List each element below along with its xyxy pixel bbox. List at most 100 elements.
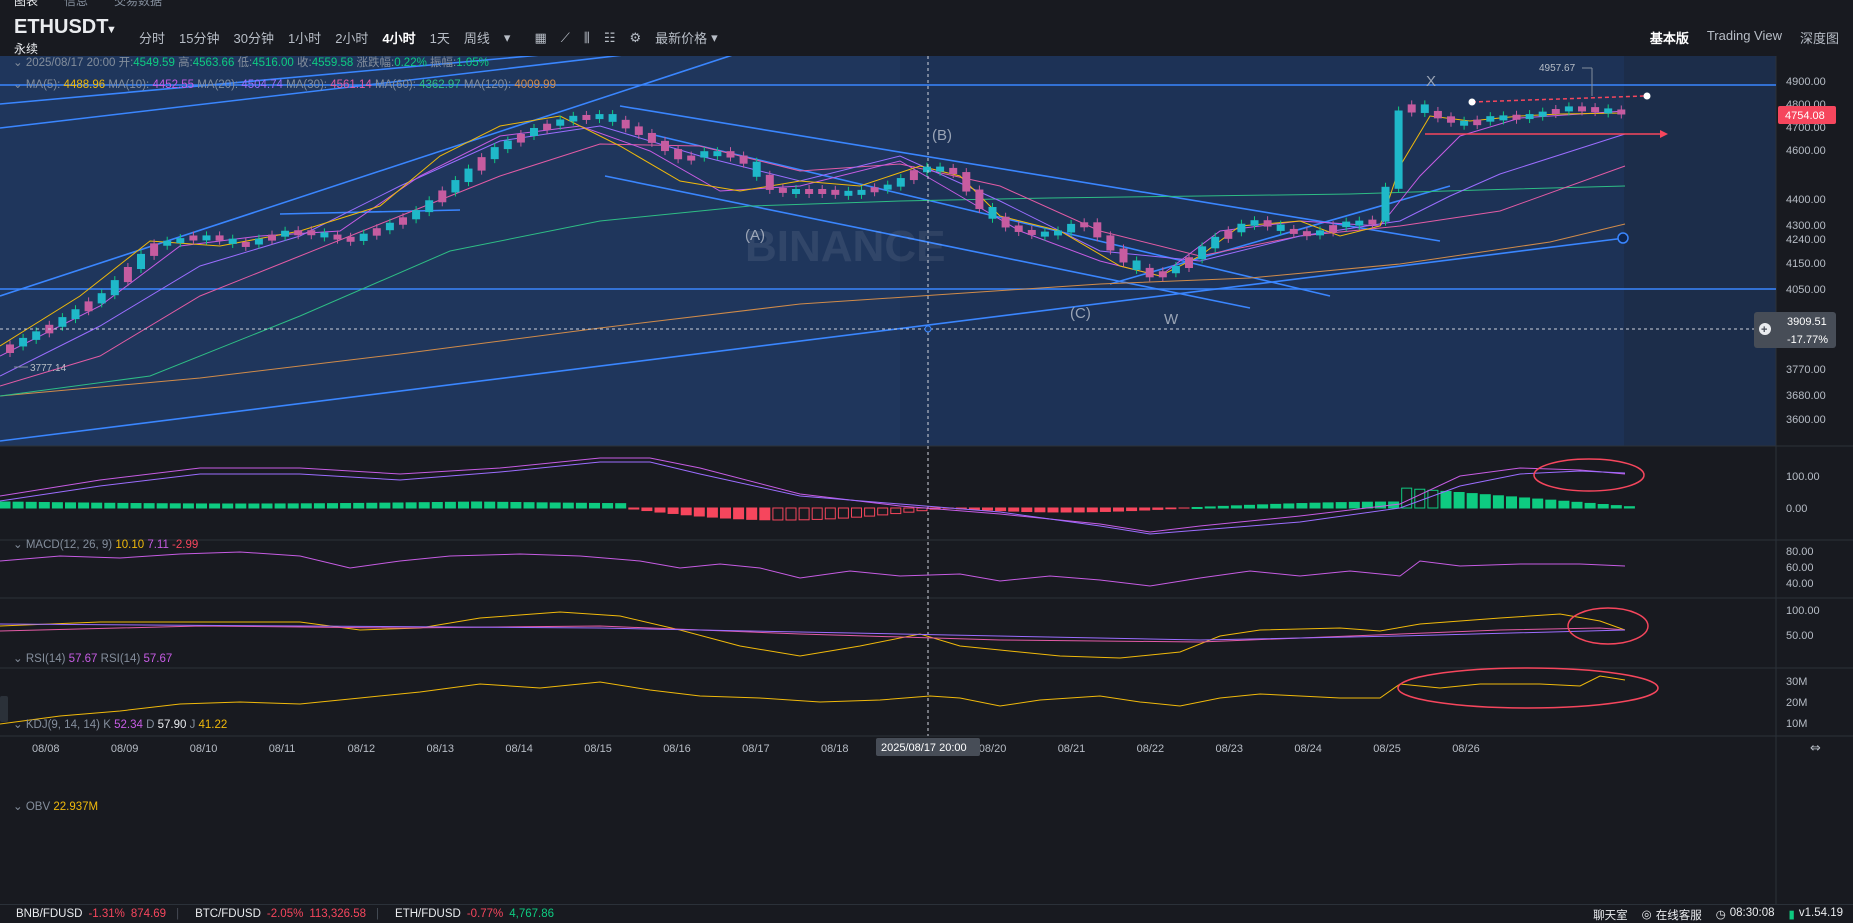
obv-axis-tick: 10M xyxy=(1786,718,1807,730)
calendar-icon[interactable]: ▦ xyxy=(534,30,546,46)
candle-body xyxy=(1002,217,1010,228)
candle-body xyxy=(962,172,970,191)
date-tick: 08/25 xyxy=(1373,743,1401,755)
ticker-price: 4,767.86 xyxy=(509,908,554,920)
trendline-handle[interactable] xyxy=(1618,233,1628,243)
macd-bar xyxy=(1310,503,1320,508)
tab-chart[interactable]: 图表 xyxy=(14,0,38,8)
macd-bar xyxy=(1061,508,1071,512)
macd-bar xyxy=(852,508,862,517)
macd-bar xyxy=(773,508,783,520)
interval-1w[interactable]: 周线 xyxy=(464,28,490,47)
crosshair-price: 3909.51 xyxy=(1787,316,1827,328)
fit-screen-icon[interactable]: ⇔ xyxy=(1810,741,1821,756)
support-icon[interactable]: ◎ xyxy=(1642,907,1652,923)
ma5-label: MA(5): xyxy=(26,79,61,91)
price-type-caret-icon[interactable]: ▾ xyxy=(711,30,718,46)
price-type-select[interactable]: 最新价格 xyxy=(655,28,707,47)
candle-body xyxy=(543,124,551,130)
candle-body xyxy=(1316,230,1324,235)
view-depth[interactable]: 深度图 xyxy=(1800,28,1839,47)
kdj-label: KDJ(9, 14, 14) xyxy=(26,719,100,731)
settings-gear-icon[interactable]: ⚙ xyxy=(629,30,641,46)
macd-bar xyxy=(1271,504,1281,508)
drawing-tools-icon[interactable]: ⟋ xyxy=(561,30,570,46)
more-intervals-caret-icon[interactable]: ▾ xyxy=(504,30,511,46)
macd-bar xyxy=(249,504,259,508)
candle-body xyxy=(6,344,14,353)
tab-info[interactable]: 信息 xyxy=(64,0,88,8)
collapse-caret-icon[interactable]: ⌄ xyxy=(13,653,23,665)
indicators-icon[interactable]: ☷ xyxy=(604,30,616,46)
macd-bar xyxy=(393,503,403,508)
candle-body xyxy=(438,190,446,202)
line-handle-right[interactable] xyxy=(1644,93,1651,100)
candle-body xyxy=(320,232,328,237)
macd-bar xyxy=(1009,508,1019,511)
macd-bar xyxy=(1480,495,1490,508)
collapse-caret-icon[interactable]: ⌄ xyxy=(13,719,23,731)
collapse-caret-icon[interactable]: ⌄ xyxy=(13,57,23,69)
macd-bar xyxy=(550,503,560,508)
macd-legend: ⌄ MACD(12, 26, 9) 10.10 7.11 -2.99 xyxy=(13,537,198,551)
ticker-eth[interactable]: ETH/FDUSD -0.77% 4,767.86 xyxy=(395,908,554,920)
tab-trading-data[interactable]: 交易数据 xyxy=(114,0,162,8)
candle-body xyxy=(1251,220,1259,226)
macd-bar xyxy=(1153,508,1163,509)
line-handle-left[interactable] xyxy=(1469,99,1476,106)
macd-bar xyxy=(721,508,731,518)
view-tradingview[interactable]: Trading View xyxy=(1707,28,1782,47)
left-collapse-handle[interactable] xyxy=(0,696,8,722)
candle-body xyxy=(1395,111,1403,189)
macd-bar xyxy=(380,503,390,508)
ohlc-legend: ⌄ 2025/08/17 20:00 开:4549.59 高:4563.66 低… xyxy=(13,54,489,70)
low-marker-label: 3777.14 xyxy=(30,363,67,374)
candle-body xyxy=(1408,104,1416,112)
candle-body xyxy=(713,151,721,156)
interval-2h[interactable]: 2小时 xyxy=(335,28,368,47)
collapse-caret-icon[interactable]: ⌄ xyxy=(13,79,23,91)
candle-body xyxy=(674,149,682,159)
ohlc-close: 4559.58 xyxy=(312,57,354,69)
candle-body xyxy=(727,151,735,157)
macd-bar xyxy=(472,502,482,508)
chat-room-link[interactable]: 聊天室 xyxy=(1593,907,1628,923)
candle-body xyxy=(1264,220,1272,226)
ticker-bnb[interactable]: BNB/FDUSD -1.31% 874.69 xyxy=(16,908,166,920)
chart-canvas[interactable]: 4957.67 3777.14 X (B) (A) (C) W BINANCE … xyxy=(0,56,1853,904)
interval-30m[interactable]: 30分钟 xyxy=(233,28,273,47)
candle-body xyxy=(58,317,66,327)
interval-4h[interactable]: 4小时 xyxy=(382,28,415,47)
macd-value-3: -2.99 xyxy=(172,539,198,551)
obv-value: 22.937M xyxy=(53,801,98,813)
macd-bar xyxy=(262,504,272,508)
crosshair-date: 2025/08/17 20:00 xyxy=(881,742,967,754)
macd-bar xyxy=(131,504,141,508)
macd-bar xyxy=(1611,506,1621,508)
symbol-title[interactable]: ETHUSDT xyxy=(14,16,108,39)
interval-1h[interactable]: 1小时 xyxy=(288,28,321,47)
macd-bar xyxy=(170,504,180,508)
view-basic[interactable]: 基本版 xyxy=(1650,28,1689,47)
candle-body xyxy=(569,116,577,122)
macd-bar xyxy=(236,504,246,508)
candle-body xyxy=(635,126,643,135)
interval-1d[interactable]: 1天 xyxy=(430,28,450,47)
candle-type-icon[interactable]: ⫼ xyxy=(584,30,590,46)
interval-15m[interactable]: 15分钟 xyxy=(179,28,219,47)
candle-body xyxy=(556,119,564,125)
collapse-caret-icon[interactable]: ⌄ xyxy=(13,539,23,551)
date-tick: 08/21 xyxy=(1058,743,1086,755)
macd-bar xyxy=(26,502,36,508)
ohlc-date: 2025/08/17 20:00 xyxy=(26,57,116,69)
macd-bar xyxy=(1546,500,1556,508)
ticker-btc[interactable]: BTC/FDUSD -2.05% 113,326.58 xyxy=(195,908,366,920)
caret-down-icon[interactable]: ▼ xyxy=(106,24,117,36)
collapse-caret-icon[interactable]: ⌄ xyxy=(13,801,23,813)
support-link[interactable]: 在线客服 xyxy=(1656,907,1702,923)
macd-bar xyxy=(1166,508,1176,509)
candle-body xyxy=(1513,115,1521,120)
candle-body xyxy=(596,114,604,119)
interval-line[interactable]: 分时 xyxy=(139,28,165,47)
